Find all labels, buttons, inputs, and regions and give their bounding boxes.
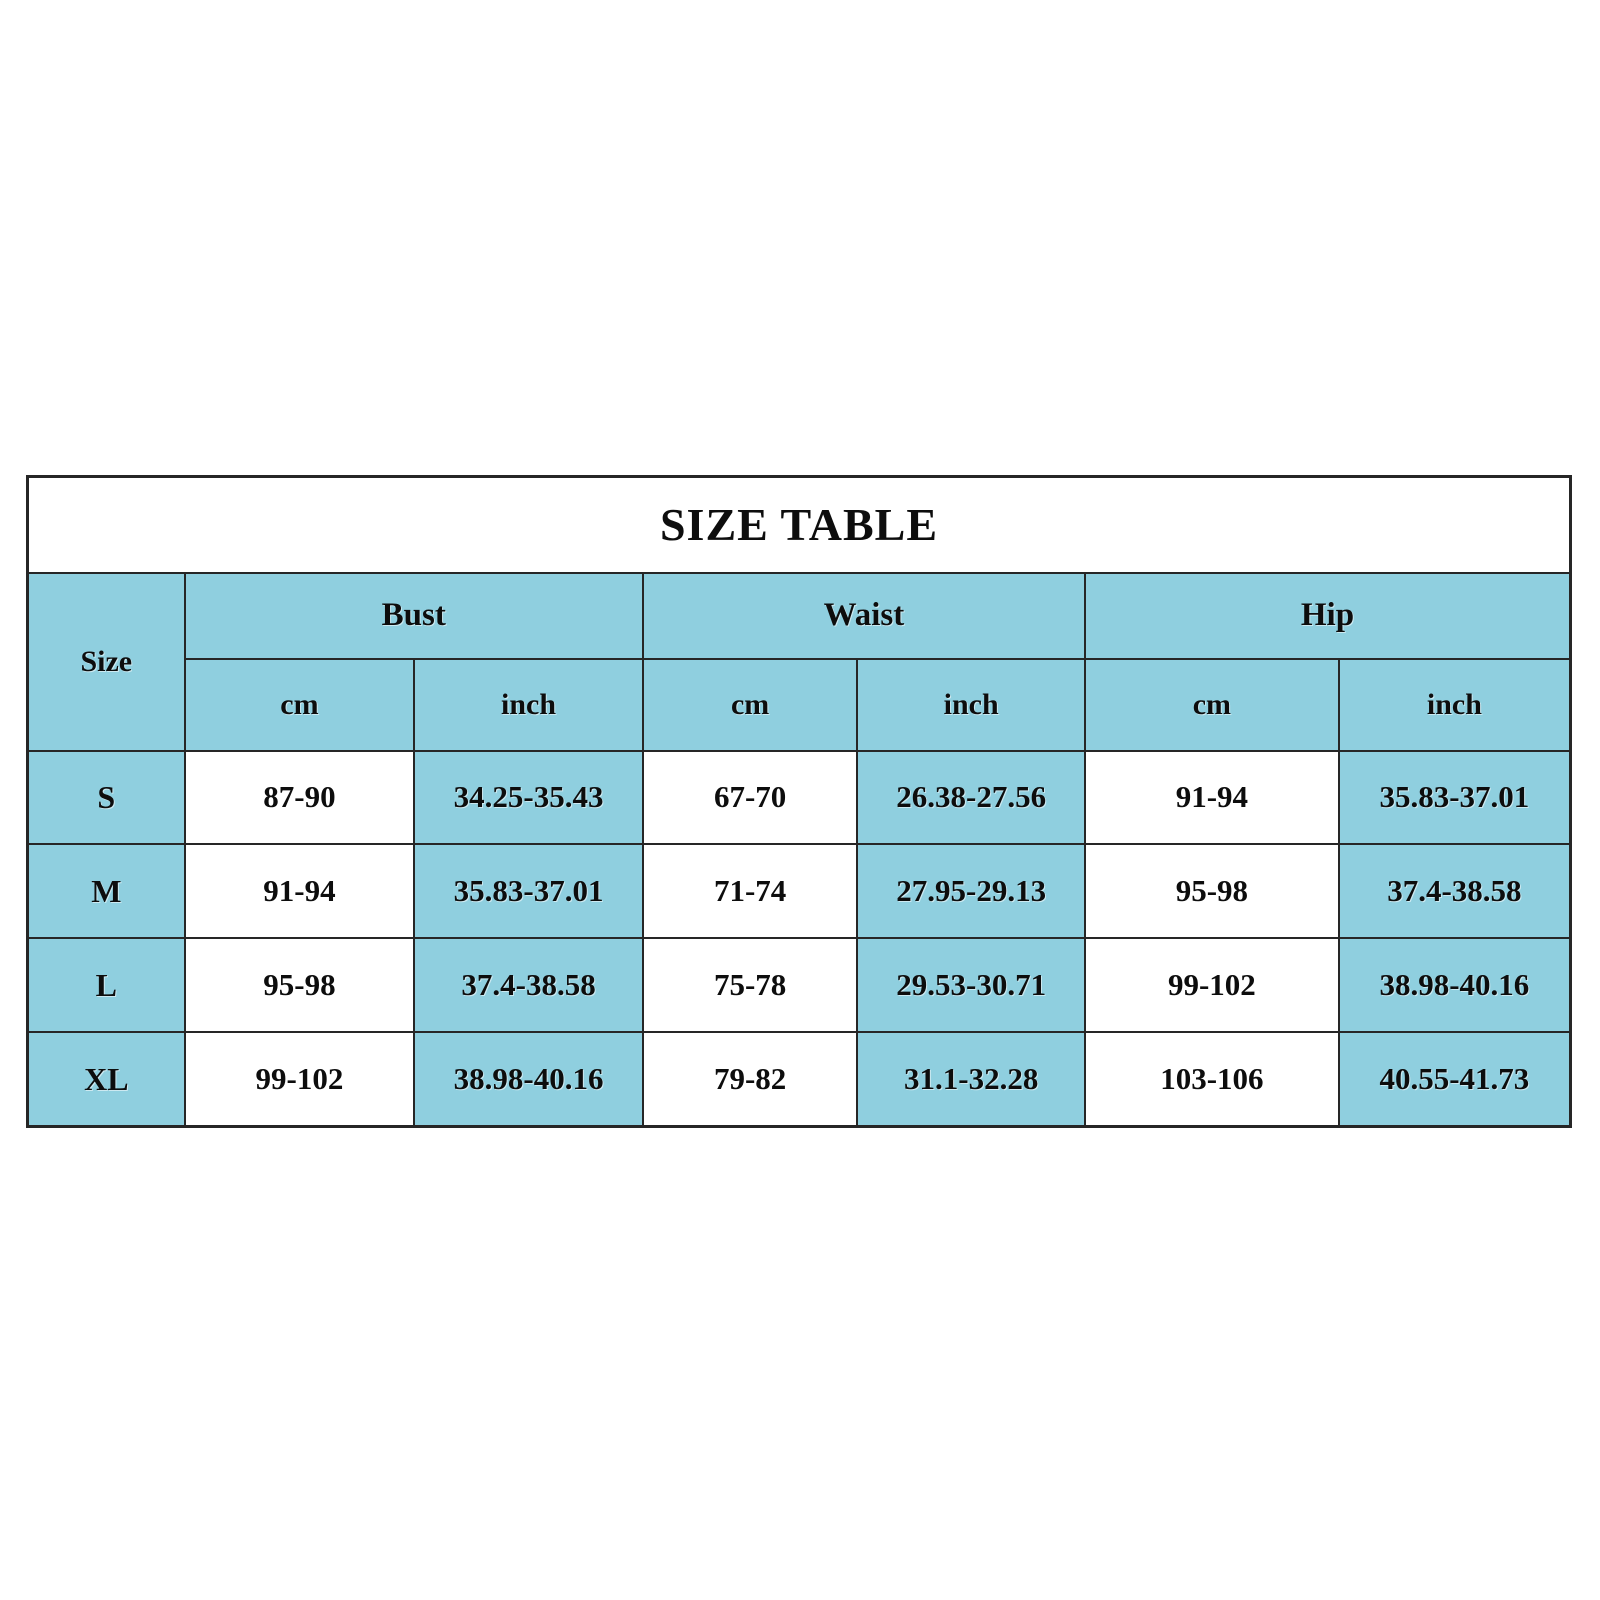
table-title: SIZE TABLE — [26, 475, 1572, 574]
unit-header-hip-cm: cm — [1083, 657, 1340, 752]
cell-bust-cm: 95-98 — [183, 937, 416, 1034]
table-title-row: SIZE TABLE — [26, 475, 1572, 574]
cell-waist-cm: 79-82 — [641, 1031, 859, 1128]
cell-hip-cm: 99-102 — [1083, 937, 1340, 1034]
cell-waist-inch: 31.1-32.28 — [856, 1031, 1086, 1128]
cell-bust-inch: 37.4-38.58 — [413, 937, 644, 1034]
table-row: L 95-98 37.4-38.58 75-78 29.53-30.71 99-… — [26, 937, 1572, 1034]
cell-bust-inch: 34.25-35.43 — [413, 749, 644, 846]
size-chart-table: SIZE TABLE Size Bust Waist Hip cm inch c… — [26, 475, 1572, 1128]
group-header-row: Size Bust Waist Hip — [26, 571, 1572, 752]
table-row: XL 99-102 38.98-40.16 79-82 31.1-32.28 1… — [26, 1031, 1572, 1128]
cell-bust-inch: 38.98-40.16 — [413, 1031, 644, 1128]
unit-header-bust-inch: inch — [413, 657, 644, 752]
cell-bust-inch: 35.83-37.01 — [413, 843, 644, 940]
cell-waist-inch: 29.53-30.71 — [856, 937, 1086, 1034]
table-row: S 87-90 34.25-35.43 67-70 26.38-27.56 91… — [26, 749, 1572, 846]
row-size-label: M — [26, 843, 186, 940]
cell-waist-cm: 67-70 — [641, 749, 859, 846]
unit-header-bust-cm: cm — [183, 657, 416, 752]
cell-hip-inch: 37.4-38.58 — [1337, 843, 1572, 940]
cell-hip-inch: 38.98-40.16 — [1337, 937, 1572, 1034]
cell-waist-inch: 26.38-27.56 — [856, 749, 1086, 846]
column-header-size: Size — [26, 571, 186, 752]
cell-waist-inch: 27.95-29.13 — [856, 843, 1086, 940]
cell-bust-cm: 99-102 — [183, 1031, 416, 1128]
cell-bust-cm: 91-94 — [183, 843, 416, 940]
unit-header-waist-inch: inch — [856, 657, 1086, 752]
cell-hip-cm: 95-98 — [1083, 843, 1340, 940]
cell-hip-inch: 35.83-37.01 — [1337, 749, 1572, 846]
column-group-bust: Bust — [183, 571, 644, 660]
row-size-label: XL — [26, 1031, 186, 1128]
unit-header-row: cm inch cm inch cm inch — [28, 657, 1572, 752]
cell-hip-inch: 40.55-41.73 — [1337, 1031, 1572, 1128]
column-group-waist: Waist — [641, 571, 1086, 660]
row-size-label: S — [26, 749, 186, 846]
column-group-hip: Hip — [1083, 571, 1572, 660]
cell-waist-cm: 71-74 — [641, 843, 859, 940]
cell-waist-cm: 75-78 — [641, 937, 859, 1034]
cell-hip-cm: 103-106 — [1083, 1031, 1340, 1128]
unit-header-waist-cm: cm — [641, 657, 859, 752]
row-size-label: L — [26, 937, 186, 1034]
table-row: M 91-94 35.83-37.01 71-74 27.95-29.13 95… — [26, 843, 1572, 940]
unit-header-hip-inch: inch — [1337, 657, 1572, 752]
cell-hip-cm: 91-94 — [1083, 749, 1340, 846]
cell-bust-cm: 87-90 — [183, 749, 416, 846]
